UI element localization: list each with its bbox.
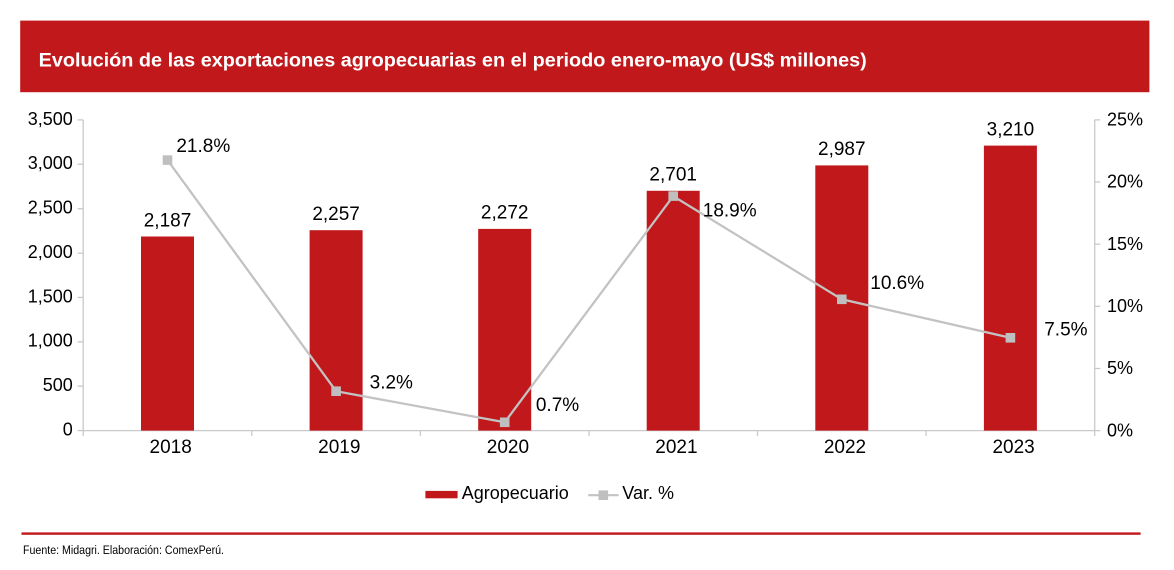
svg-text:Evolución de las exportaciones: Evolución de las exportaciones agropecua… — [39, 50, 867, 72]
svg-text:3,000: 3,000 — [28, 153, 73, 173]
svg-text:2022: 2022 — [824, 437, 866, 458]
svg-text:1,000: 1,000 — [28, 331, 73, 351]
svg-text:2019: 2019 — [318, 437, 360, 458]
svg-text:2,701: 2,701 — [649, 165, 697, 186]
svg-text:25%: 25% — [1107, 110, 1143, 130]
svg-text:Agropecuario: Agropecuario — [462, 483, 569, 503]
svg-text:3.2%: 3.2% — [370, 372, 413, 393]
svg-text:2,257: 2,257 — [312, 204, 360, 225]
svg-text:2,500: 2,500 — [28, 198, 73, 218]
svg-text:1,500: 1,500 — [28, 286, 73, 306]
svg-text:21.8%: 21.8% — [176, 136, 230, 157]
svg-text:0.7%: 0.7% — [536, 395, 579, 416]
svg-text:2,987: 2,987 — [818, 139, 866, 160]
svg-text:2,000: 2,000 — [28, 242, 73, 262]
svg-text:Var. %: Var. % — [622, 483, 674, 503]
svg-text:0: 0 — [63, 420, 73, 440]
svg-text:2,187: 2,187 — [144, 210, 192, 231]
svg-text:15%: 15% — [1107, 234, 1143, 254]
svg-text:2020: 2020 — [487, 437, 529, 458]
svg-text:0%: 0% — [1107, 420, 1133, 440]
svg-text:2018: 2018 — [150, 437, 192, 458]
svg-text:2021: 2021 — [655, 437, 697, 458]
svg-text:2,272: 2,272 — [481, 203, 529, 224]
svg-text:20%: 20% — [1107, 172, 1143, 192]
svg-text:2023: 2023 — [992, 437, 1034, 458]
svg-text:3,500: 3,500 — [28, 109, 73, 129]
svg-text:7.5%: 7.5% — [1044, 320, 1087, 341]
svg-text:500: 500 — [43, 375, 73, 395]
svg-text:5%: 5% — [1107, 358, 1133, 378]
svg-text:3,210: 3,210 — [987, 119, 1035, 140]
svg-text:10%: 10% — [1107, 296, 1143, 316]
svg-text:18.9%: 18.9% — [703, 201, 757, 222]
svg-text:Fuente: Midagri. Elaboración:: Fuente: Midagri. Elaboración: ComexPerú. — [23, 543, 224, 557]
svg-text:10.6%: 10.6% — [870, 273, 924, 294]
